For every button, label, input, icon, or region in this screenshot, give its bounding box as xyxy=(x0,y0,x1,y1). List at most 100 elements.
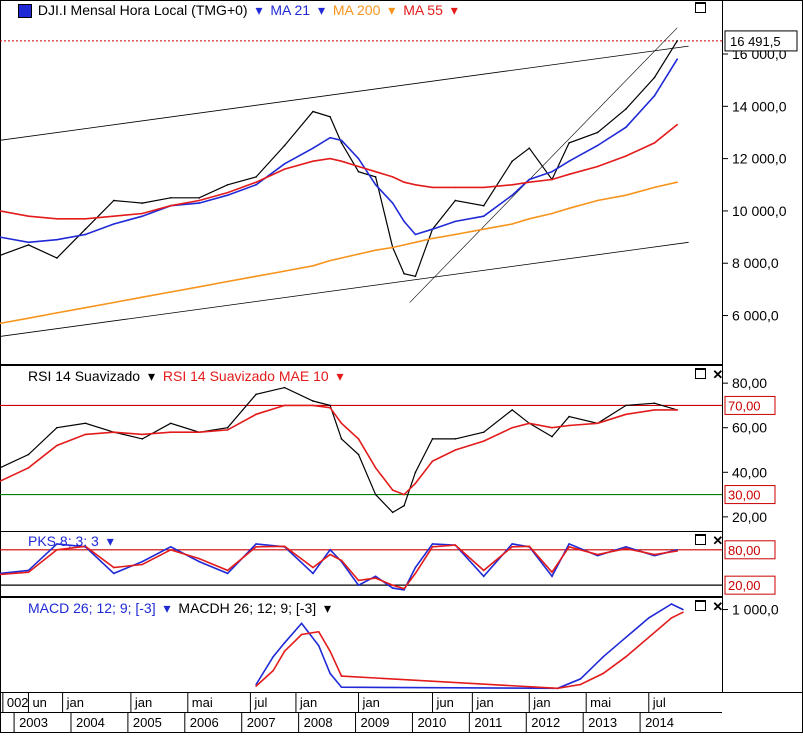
data-point xyxy=(0,210,1,212)
data-point xyxy=(84,433,87,436)
month-label: jan xyxy=(299,695,317,710)
dropdown-icon[interactable]: ▾ xyxy=(147,368,155,384)
price-legend-series-label[interactable]: DJI.I Mensal Hora Local (TMG+0) xyxy=(37,2,248,18)
data-point xyxy=(414,482,417,485)
data-point xyxy=(653,554,656,557)
data-point xyxy=(255,181,257,183)
data-point xyxy=(625,413,627,416)
data-point xyxy=(414,233,417,236)
data-point xyxy=(198,431,200,433)
month-label: mai xyxy=(590,695,611,710)
data-point xyxy=(141,563,144,566)
data-point xyxy=(329,259,331,262)
macdh-legend-label[interactable]: MACDH 26; 12; 9; [-3] xyxy=(178,600,317,616)
data-point xyxy=(272,669,274,672)
year-label: 2006 xyxy=(190,715,219,730)
data-point xyxy=(357,157,360,160)
data-point xyxy=(113,223,115,225)
rsi-panel-buttons: ✕ xyxy=(695,367,723,383)
data-point xyxy=(226,572,229,575)
series-line--d xyxy=(0,544,678,590)
dropdown-icon[interactable]: ▾ xyxy=(163,600,171,616)
data-point xyxy=(226,280,229,283)
data-point xyxy=(391,489,394,491)
dropdown-icon[interactable]: ▾ xyxy=(106,533,114,549)
data-point xyxy=(431,186,434,189)
data-point xyxy=(56,426,58,429)
data-point xyxy=(676,548,679,551)
data-point xyxy=(312,147,314,149)
data-point xyxy=(283,642,286,644)
year-label: 2011 xyxy=(474,715,502,730)
data-point xyxy=(27,453,30,456)
data-point xyxy=(374,575,377,578)
data-point xyxy=(391,584,394,586)
data-point xyxy=(551,212,553,215)
macd-legend-label[interactable]: MACD 26; 12; 9; [-3] xyxy=(28,600,156,616)
maximize-icon[interactable] xyxy=(695,2,706,13)
y-tick-label: 60,00 xyxy=(732,420,767,436)
data-point xyxy=(414,566,417,569)
maximize-icon[interactable] xyxy=(695,368,706,379)
close-icon[interactable]: ✕ xyxy=(712,367,724,382)
data-point xyxy=(528,147,531,149)
dropdown-icon[interactable]: ▾ xyxy=(317,2,325,18)
data-point xyxy=(670,617,673,619)
stochastic-legend-label[interactable]: PKS 8; 3; 3 xyxy=(28,533,99,549)
data-point xyxy=(676,40,679,42)
data-point xyxy=(403,493,405,496)
data-point xyxy=(568,207,570,210)
rsi-mae-legend-label[interactable]: RSI 14 Suavizado MAE 10 xyxy=(162,368,329,384)
close-icon[interactable]: ✕ xyxy=(712,599,724,614)
data-point xyxy=(56,548,58,551)
data-point xyxy=(283,650,286,652)
data-point xyxy=(169,291,172,293)
data-point xyxy=(312,404,314,407)
y-tick-label: 10 000,0 xyxy=(732,203,787,219)
maximize-icon[interactable] xyxy=(695,534,706,545)
data-point xyxy=(141,438,144,440)
y-tick-label: 80,00 xyxy=(732,375,767,391)
data-point xyxy=(198,560,200,563)
data-point xyxy=(528,178,531,181)
series-line-signal xyxy=(255,611,684,690)
data-point xyxy=(625,546,627,548)
data-point xyxy=(141,212,144,215)
data-point xyxy=(374,493,377,496)
dropdown-icon[interactable]: ▾ xyxy=(324,600,332,616)
data-point xyxy=(511,223,513,225)
ma55-legend-label[interactable]: MA 55 xyxy=(403,2,443,18)
y-tick-label: 20,00 xyxy=(732,509,767,525)
level-label: 20,00 xyxy=(728,578,761,593)
data-point xyxy=(0,573,1,576)
data-point xyxy=(511,194,513,197)
dropdown-icon[interactable]: ▾ xyxy=(450,2,458,18)
close-icon[interactable]: ✕ xyxy=(712,533,724,548)
data-point xyxy=(482,215,485,217)
data-point xyxy=(568,424,570,427)
maximize-icon[interactable] xyxy=(695,600,706,611)
level-label-box xyxy=(724,395,776,415)
rsi-panel xyxy=(0,365,723,532)
data-point xyxy=(84,228,87,231)
ma200-legend-label[interactable]: MA 200 xyxy=(332,2,381,18)
data-point xyxy=(374,170,377,173)
data-point xyxy=(551,575,553,578)
dropdown-icon[interactable]: ▾ xyxy=(336,368,344,384)
year-label: 2010 xyxy=(417,715,446,730)
data-point xyxy=(391,202,394,204)
ma21-legend-label[interactable]: MA 21 xyxy=(270,2,311,18)
dropdown-icon[interactable]: ▾ xyxy=(388,2,396,18)
data-point xyxy=(27,467,30,469)
data-point xyxy=(27,571,30,573)
data-point xyxy=(551,170,553,173)
dropdown-icon[interactable]: ▾ xyxy=(255,2,263,18)
data-point xyxy=(676,181,679,183)
data-point xyxy=(340,559,343,562)
rsi-legend-label[interactable]: RSI 14 Suavizado xyxy=(28,368,141,384)
data-point xyxy=(169,546,172,548)
month-label: 002 xyxy=(7,695,29,710)
data-point xyxy=(0,236,1,238)
y-tick-label: 6 000,0 xyxy=(732,308,779,324)
